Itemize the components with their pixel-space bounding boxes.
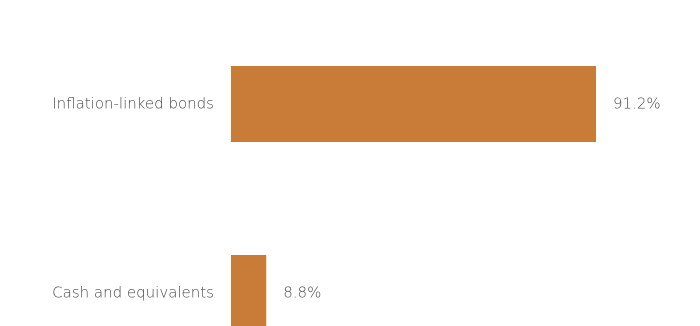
value-label-1: 8.8% [283,284,321,302]
category-labels-group: Inflation-linked bonds Cash and equivalen… [52,95,214,302]
category-label-0: Inflation-linked bonds [52,95,214,113]
value-label-0: 91.2% [613,95,661,113]
category-label-1: Cash and equivalents [52,284,214,302]
bar-0 [231,66,596,142]
bar-1 [231,255,267,326]
value-labels-group: 91.2% 8.8% [283,95,660,302]
bars-group [231,66,596,326]
